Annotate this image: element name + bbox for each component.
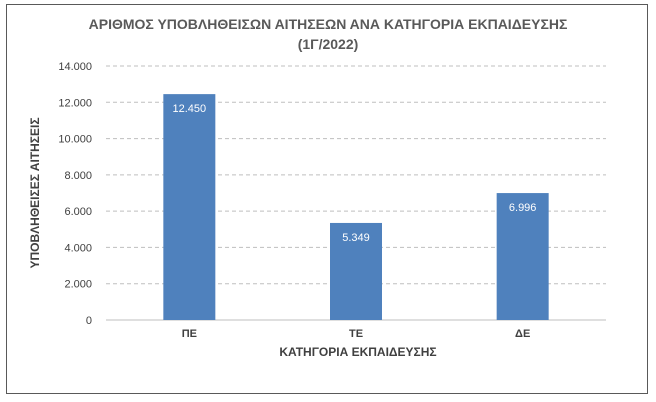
data-label: 6.996 — [509, 202, 537, 214]
data-label: 12.450 — [173, 103, 207, 115]
chart-title-line2: (1Γ/2022) — [298, 36, 359, 52]
y-tick-label: 8.000 — [64, 170, 92, 182]
y-axis-label: ΥΠΟΒΛΗΘΕΙΣΕΣ ΑΙΤΗΣΕΙΣ — [28, 117, 42, 268]
data-label: 5.349 — [342, 232, 370, 244]
y-tick-label: 10.000 — [58, 134, 92, 146]
x-tick-label: ΠΕ — [182, 328, 197, 340]
bar-2 — [330, 222, 382, 320]
bar-3 — [496, 193, 549, 320]
y-tick-label: 0 — [86, 315, 92, 327]
y-tick-label: 4.000 — [64, 242, 92, 254]
y-tick-label: 6.000 — [64, 206, 92, 218]
chart-title-line1: ΑΡΙΘΜΟΣ ΥΠΟΒΛΗΘΕΙΣΩΝ ΑΙΤΗΣΕΩΝ ΑΝΑ ΚΑΤΗΓΟ… — [89, 16, 568, 32]
y-tick-label: 12.000 — [58, 97, 92, 109]
x-tick-label: ΤΕ — [349, 328, 363, 340]
x-tick-label: ΔΕ — [515, 328, 530, 340]
x-axis-label: ΚΑΤΗΓΟΡΙΑ ΕΚΠΑΙΔΕΥΣΗΣ — [279, 345, 436, 359]
bar-1 — [163, 94, 216, 320]
y-tick-label: 14.000 — [58, 61, 92, 73]
y-tick-label: 2.000 — [64, 279, 92, 291]
